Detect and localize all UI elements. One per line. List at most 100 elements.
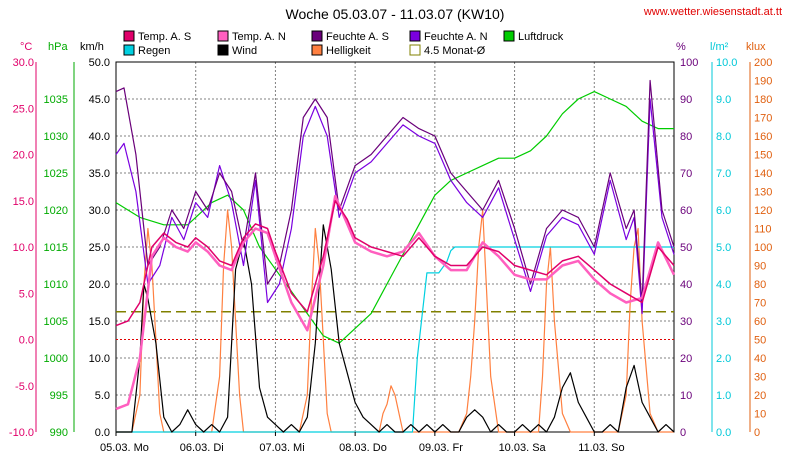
x-tick-label: 06.03. Di — [180, 442, 224, 454]
y-axis-unit: klux — [746, 41, 766, 53]
x-tick-label: 07.03. Mi — [259, 442, 304, 454]
y-tick-label: 100 — [754, 242, 772, 254]
y-tick-label: 10 — [680, 390, 692, 402]
y-tick-label: 100 — [680, 57, 698, 69]
y-tick-label: 15.0 — [13, 196, 34, 208]
y-tick-label: 3.0 — [716, 316, 731, 328]
y-tick-label: 60 — [680, 205, 692, 217]
y-tick-label: 80 — [754, 279, 766, 291]
x-axis: 05.03. Mo 06.03. Di 07.03. Mi 08.03. Do 09.0… — [100, 432, 625, 454]
y-tick-label: 200 — [754, 57, 772, 69]
y-tick-label: 5.0 — [19, 288, 34, 300]
y-tick-label: 170 — [754, 113, 772, 125]
series-temp-a-n — [115, 194, 676, 411]
y-tick-label: 1025 — [44, 168, 68, 180]
series-luftdruck — [115, 90, 674, 344]
y-axis-unit: km/h — [80, 41, 104, 53]
legend-label: Feuchte A. S — [326, 31, 389, 43]
legend-swatch — [217, 30, 229, 42]
y-tick-label: 35.0 — [89, 168, 110, 180]
y-tick-label: 50.0 — [89, 57, 110, 69]
y-tick-label: 160 — [754, 131, 772, 143]
y-tick-label: 1.0 — [716, 390, 731, 402]
series-feuchte-a-s — [115, 79, 675, 304]
chart-title: Woche 05.03.07 - 11.03.07 (KW10) — [286, 6, 505, 22]
y-tick-label: 10 — [754, 409, 766, 421]
legend-swatch — [123, 30, 135, 42]
legend-swatch — [217, 44, 229, 56]
y-tick-label: 30.0 — [13, 57, 34, 69]
y-tick-label: -5.0 — [15, 381, 34, 393]
y-tick-label: 10.0 — [13, 242, 34, 254]
y-axis-hpa: hPa 1035 1030 1025 1020 1015 1010 1005 1000 995 99… — [44, 41, 75, 439]
y-tick-label: 30 — [680, 316, 692, 328]
source-link[interactable]: www.wetter.wiesenstadt.at.tt — [643, 6, 782, 18]
y-tick-label: 40 — [754, 353, 766, 365]
series-regen — [116, 246, 674, 433]
y-tick-label: 110 — [754, 224, 772, 236]
y-tick-label: 30.0 — [89, 205, 110, 217]
y-tick-label: 130 — [754, 187, 772, 199]
y-tick-label: 0 — [754, 427, 760, 439]
y-tick-label: 4.0 — [716, 279, 731, 291]
y-tick-label: 1015 — [44, 242, 68, 254]
series-temp-a-s — [115, 200, 675, 327]
y-tick-label: 20.0 — [13, 150, 34, 162]
y-tick-label: 0.0 — [95, 427, 110, 439]
legend-label: Wind — [232, 45, 257, 57]
y-tick-label: 0 — [680, 427, 686, 439]
y-tick-label: 90 — [680, 94, 692, 106]
legend-swatch — [311, 30, 323, 42]
y-tick-label: 1030 — [44, 131, 68, 143]
y-axis-l-m: l/m² 10.0 9.0 8.0 7.0 6.0 5.0 4.0 3.0 2.0 1.0 0.0 — [710, 41, 737, 439]
y-tick-label: 80 — [680, 131, 692, 143]
y-tick-label: 45.0 — [89, 94, 110, 106]
y-tick-label: 1020 — [44, 205, 68, 217]
y-tick-label: 0.0 — [716, 427, 731, 439]
y-axis-unit: % — [676, 41, 686, 53]
y-tick-label: 60 — [754, 316, 766, 328]
y-axis-unit: °C — [20, 41, 32, 53]
y-tick-label: 1010 — [44, 279, 68, 291]
series-helligkeit — [116, 209, 674, 433]
legend-item-temp-a-n: Temp. A. N — [217, 30, 286, 43]
legend-item-luftdruck: Luftdruck — [503, 30, 564, 43]
y-tick-label: 30 — [754, 372, 766, 384]
y-tick-label: 5.0 — [95, 390, 110, 402]
legend-item-feuchte-a-s: Feuchte A. S — [311, 30, 389, 43]
y-tick-label: 50 — [754, 335, 766, 347]
x-tick-label: 05.03. Mo — [100, 442, 149, 454]
x-tick-label: 08.03. Do — [339, 442, 387, 454]
legend-swatch — [311, 44, 323, 56]
y-tick-label: 9.0 — [716, 94, 731, 106]
y-tick-label: 40.0 — [89, 131, 110, 143]
y-tick-label: 120 — [754, 205, 772, 217]
y-tick-label: 6.0 — [716, 205, 731, 217]
series-feuchte-a-n — [115, 98, 675, 315]
legend-item-wind: Wind — [217, 44, 257, 57]
legend-item-helligkeit: Helligkeit — [311, 44, 371, 57]
plot-area — [115, 61, 676, 433]
legend-label: Temp. A. S — [138, 31, 191, 43]
y-tick-label: 8.0 — [716, 131, 731, 143]
y-tick-label: 20 — [754, 390, 766, 402]
series-wind — [116, 224, 675, 433]
legend-item-feuchte-a-n: Feuchte A. N — [409, 30, 488, 43]
y-tick-label: 180 — [754, 94, 772, 106]
y-tick-label: 2.0 — [716, 353, 731, 365]
y-tick-label: 140 — [754, 168, 772, 180]
y-tick-label: 90 — [754, 261, 766, 273]
legend-item-4-5-monat: 4.5 Monat-Ø — [409, 44, 486, 57]
y-tick-label: 0.0 — [19, 335, 34, 347]
legend-label: Regen — [138, 45, 170, 57]
y-tick-label: 70 — [680, 168, 692, 180]
y-tick-label: 70 — [754, 298, 766, 310]
legend-swatch — [123, 44, 135, 56]
y-tick-label: 50 — [680, 242, 692, 254]
y-tick-label: 150 — [754, 150, 772, 162]
legend-label: 4.5 Monat-Ø — [424, 45, 486, 57]
y-axis-km-h: km/h 50.0 45.0 40.0 35.0 30.0 25.0 20.0 15.0 10.0… — [80, 41, 117, 439]
